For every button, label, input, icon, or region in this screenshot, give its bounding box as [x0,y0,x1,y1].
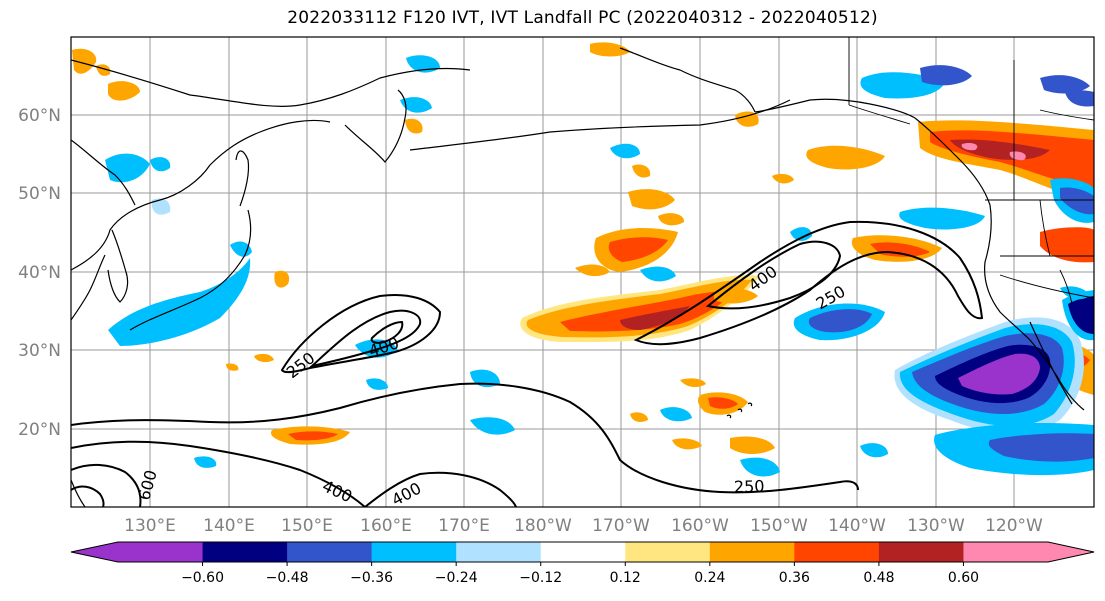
colorbar-tick-label: 0.36 [779,570,810,586]
colorbar-tick-label: 0.60 [948,570,979,586]
lon-label-150e: 150°E [281,516,333,536]
lat-label-30n: 30°N [18,341,61,361]
colorbar-box [540,542,626,562]
figure-title: 2022033112 F120 IVT, IVT Landfall PC (20… [287,8,878,28]
colorbar-box [371,542,457,562]
colorbar-box [963,542,1049,562]
colorbar-box [118,542,204,562]
borders [848,37,1094,305]
colorbar-extend-low [71,542,118,562]
colorbar-tick-label: 0.48 [863,570,894,586]
lon-label-140e: 140°E [203,516,255,536]
colorbar-tick-label: 0.12 [610,570,641,586]
colorbar-box [625,542,711,562]
colorbar-box [709,542,795,562]
colorbar-tick-label: −0.60 [181,570,224,586]
lon-label-140w: 140°W [828,516,886,536]
lon-label-120w: 120°W [985,516,1043,536]
colorbar-tick-label: −0.48 [266,570,309,586]
colorbar-outline [70,541,1095,563]
colorbar-box [878,542,964,562]
colorbar-extend-high [1048,542,1094,562]
contour-label: 250 [734,476,765,496]
longitude-labels: 130°E 140°E 150°E 160°E 170°E 180°W 170°… [124,516,1043,536]
lon-label-180w: 180°W [514,516,572,536]
colorbar-box [794,542,880,562]
positive-anomaly-shading [72,42,1094,454]
lat-label-20n: 20°N [18,420,61,440]
lon-label-170w: 170°W [592,516,650,536]
lon-label-130w: 130°W [907,516,965,536]
lat-label-50n: 50°N [18,184,61,204]
lon-label-130e: 130°E [124,516,176,536]
colorbar-tick-label: −0.12 [519,570,562,586]
lon-label-150w: 150°W [750,516,808,536]
coastlines [71,47,1085,507]
map-frame [70,36,1095,508]
colorbar-tick-label: 0.24 [694,570,725,586]
colorbar: −0.60 −0.48 −0.36 −0.24 −0.12 0.12 0.24 0.36 0.4… [70,541,1095,586]
negative-anomaly-shading [105,55,1094,477]
colorbar-box [202,542,288,562]
latitude-labels: 60°N 50°N 40°N 30°N 20°N [18,106,61,440]
colorbar-tick-label: −0.36 [350,570,393,586]
ivt-contours [71,220,984,507]
colorbar-box [456,542,542,562]
lat-label-60n: 60°N [18,106,61,126]
lon-label-170e: 170°E [438,516,490,536]
colorbar-tick-label: −0.24 [435,570,478,586]
lon-label-160e: 160°E [360,516,412,536]
lon-label-160w: 160°W [671,516,729,536]
colorbar-box [287,542,373,562]
lat-label-40n: 40°N [18,263,61,283]
